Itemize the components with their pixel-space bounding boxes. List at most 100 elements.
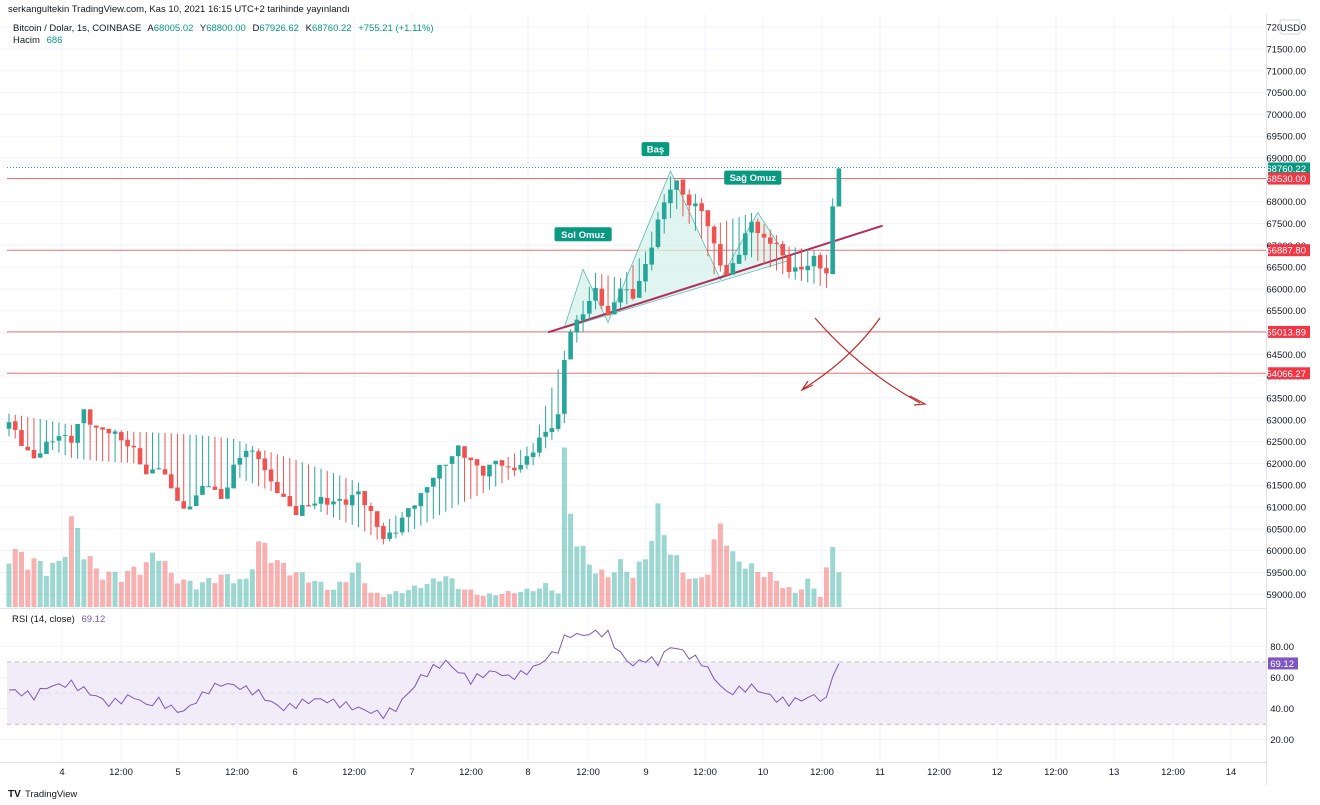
candle-body	[256, 451, 261, 459]
candle-body	[268, 469, 274, 482]
candle-body	[206, 486, 211, 488]
candle-body	[318, 497, 324, 504]
svg-text:Hacim 686: Hacim 686	[13, 35, 62, 46]
volume-bar	[150, 552, 156, 607]
candle-body	[312, 503, 318, 506]
candle-body	[293, 505, 299, 516]
candle-body	[212, 486, 218, 490]
volume-bar	[674, 555, 680, 607]
volume-bar	[62, 556, 68, 607]
candle-body	[487, 464, 492, 477]
candle-body	[156, 468, 162, 470]
volume-bar	[174, 583, 180, 607]
volume-bar	[75, 527, 81, 607]
candle-body	[337, 498, 343, 501]
volume-bar	[437, 581, 443, 607]
volume-bar	[231, 583, 237, 607]
svg-text:69.12: 69.12	[1270, 659, 1294, 670]
rsi-band	[7, 662, 1266, 725]
volume-bar	[112, 571, 118, 607]
candle-body	[175, 487, 180, 501]
price-tick-label: 60500.00	[1266, 524, 1306, 535]
time-tick-label: 9	[643, 767, 648, 778]
volume-bar	[786, 587, 792, 607]
price-tick-label: 59500.00	[1266, 568, 1306, 579]
candle-body	[512, 467, 517, 471]
time-tick-label: 12:00	[693, 767, 717, 778]
candle-body	[131, 445, 137, 448]
candle-body	[480, 465, 486, 476]
candle-body	[543, 431, 548, 437]
pattern-label-right_shoulder: Sağ Omuz	[724, 170, 782, 185]
candle-body	[574, 319, 580, 333]
volume-bar	[418, 587, 424, 607]
price-tick-label: 64500.00	[1266, 350, 1306, 361]
candle-body	[399, 517, 405, 533]
tv-logo-icon: TV	[8, 789, 21, 800]
candle-body	[780, 244, 786, 256]
ohlc-change: +755.21 (+1.11%)	[358, 23, 433, 34]
volume-bar	[699, 577, 705, 607]
volume-bar	[362, 583, 368, 607]
time-tick-label: 12	[992, 767, 1003, 778]
volume-bar	[549, 590, 555, 607]
candle-body	[19, 430, 24, 447]
volume-bar	[836, 572, 842, 607]
candle-body	[424, 487, 430, 493]
ohlc-low-key: D	[252, 23, 259, 34]
ohlc-high-key: Y	[200, 23, 207, 34]
rsi-axis[interactable]: 20.00 40.00 60.00 80.00	[1270, 642, 1294, 746]
price-tags: 68760.2244:0968530.0066887.8065013.89640…	[1266, 162, 1310, 670]
candle-body	[81, 409, 87, 424]
price-tick-label: 61000.00	[1266, 503, 1306, 514]
volume-bar	[199, 582, 205, 607]
volume-bar	[568, 513, 574, 607]
volume-bar	[505, 591, 511, 607]
price-tick-label: 71500.00	[1266, 44, 1306, 55]
volume-bar	[499, 593, 505, 607]
volume-bar	[81, 559, 87, 607]
volume-bar	[749, 563, 755, 607]
volume-bar	[636, 561, 642, 607]
volume-bar	[162, 560, 168, 607]
candle-body	[580, 314, 586, 321]
candle-body	[287, 496, 293, 507]
candle-body	[306, 505, 311, 507]
volume-bars	[6, 447, 842, 607]
arrow-down-right	[814, 317, 921, 404]
candle-body	[555, 414, 561, 429]
volume-bar	[212, 583, 218, 607]
time-tick-label: 12:00	[225, 767, 249, 778]
volume-bar	[618, 559, 624, 607]
volume-bar	[599, 569, 605, 607]
volume-bar	[443, 576, 449, 607]
volume-bar	[830, 546, 836, 607]
volume-bar	[405, 590, 411, 607]
candle-body	[25, 446, 31, 451]
candle-body	[387, 532, 392, 539]
candle-body	[412, 505, 417, 509]
volume-bar	[206, 578, 212, 607]
candle-body	[437, 464, 442, 479]
volume-bar	[761, 577, 767, 607]
volume-bar	[6, 563, 12, 607]
volume-bar	[274, 560, 280, 607]
ohlc-high: 68800.00	[206, 23, 246, 34]
candle-body	[636, 280, 642, 298]
candle-body	[549, 428, 555, 433]
candle-body	[537, 437, 542, 453]
time-axis[interactable]: 4 12:00 5 12:00 6 12:00 7 12:00 8 12:00 9 12:00 10 12…	[59, 767, 1236, 778]
volume-value: 686	[47, 35, 63, 46]
price-tick-label: 66500.00	[1266, 263, 1306, 274]
volume-bar	[387, 594, 393, 607]
volume-bar	[281, 562, 287, 607]
candle-body	[281, 493, 286, 497]
candle-body	[468, 457, 474, 460]
volume-bar	[468, 589, 474, 607]
currency-badge[interactable]: USD	[1279, 19, 1301, 35]
svg-text:68760.22: 68760.22	[1266, 164, 1306, 175]
candle-body	[231, 464, 236, 489]
volume-bar	[237, 579, 243, 607]
rsi-tick-label: 60.00	[1270, 673, 1294, 684]
